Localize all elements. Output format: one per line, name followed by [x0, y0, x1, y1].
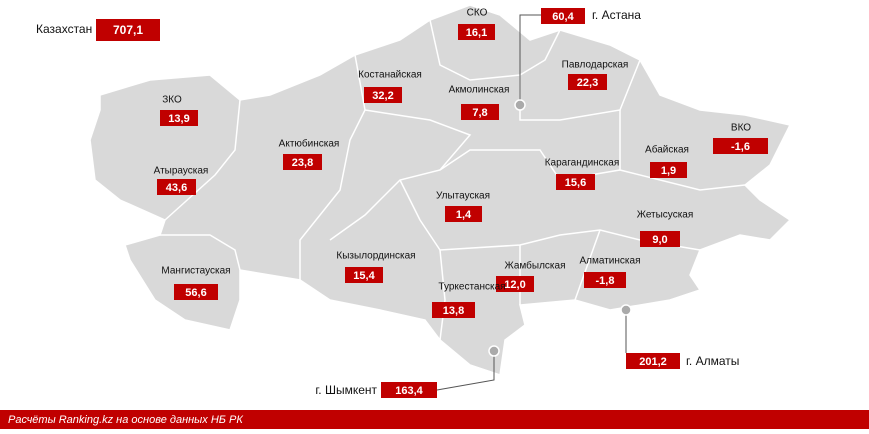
region-name: Алматинская — [580, 256, 641, 267]
city-name: г. Алматы — [686, 354, 739, 368]
value-label: 56,6 — [185, 287, 206, 299]
value-box — [345, 267, 383, 283]
region-name: Жетысуская — [637, 210, 694, 221]
value-box — [556, 174, 595, 190]
value-label: 12,0 — [504, 279, 525, 291]
region-name: Павлодарская — [562, 60, 629, 71]
value-box — [160, 110, 198, 126]
region-name: СКО — [467, 8, 488, 19]
value-box — [157, 179, 196, 195]
region-name: Акмолинская — [449, 85, 510, 96]
region-name: Атырауская — [154, 166, 209, 177]
value-box — [174, 284, 218, 300]
footer-text: Расчёты Ranking.kz на основе данных НБ Р… — [8, 414, 243, 426]
value-box — [496, 276, 534, 292]
value-label: 16,1 — [466, 27, 487, 39]
value-box — [364, 87, 402, 103]
value-label: 707,1 — [113, 23, 143, 37]
value-box — [568, 74, 607, 90]
value-box — [283, 154, 322, 170]
value-box — [584, 272, 626, 288]
value-label: 22,3 — [577, 77, 598, 89]
footer-bar — [0, 410, 869, 429]
region-name: Костанайская — [358, 70, 422, 81]
leader-line — [436, 351, 495, 391]
value-label: 13,8 — [443, 305, 464, 317]
value-label: 163,4 — [395, 385, 423, 397]
region-name: Кызылординская — [336, 251, 415, 262]
total-name: Казахстан — [36, 22, 92, 36]
value-label: 1,9 — [661, 165, 676, 177]
value-label: 1,4 — [456, 209, 472, 221]
value-box — [541, 8, 585, 24]
region-name: Карагандинская — [545, 158, 620, 169]
value-box — [458, 24, 495, 40]
value-label: 43,6 — [166, 182, 187, 194]
value-box — [650, 162, 687, 178]
value-box — [640, 231, 680, 247]
value-box — [626, 353, 680, 369]
city-name: г. Астана — [592, 8, 641, 22]
region-name: Туркестанская — [438, 282, 505, 293]
value-box — [713, 138, 768, 154]
region-name: ВКО — [731, 123, 751, 134]
region-name: Мангистауская — [161, 266, 230, 277]
value-label: 201,2 — [639, 356, 667, 368]
value-label: 32,2 — [372, 90, 393, 102]
value-box — [381, 382, 437, 398]
region-name: Улытауская — [436, 191, 490, 202]
region-name: Абайская — [645, 144, 689, 156]
value-label: 23,8 — [292, 157, 313, 169]
value-label: -1,8 — [596, 275, 615, 287]
region-borders — [160, 19, 746, 341]
value-label: 7,8 — [472, 107, 487, 119]
value-box — [96, 19, 160, 41]
value-box — [445, 206, 482, 222]
leader-line — [519, 14, 541, 105]
value-label: 13,9 — [168, 113, 189, 125]
value-box — [432, 302, 475, 318]
city-dot — [514, 99, 526, 111]
region-name: ЗКО — [162, 95, 182, 106]
value-label: 60,4 — [552, 11, 574, 23]
region-name: Актюбинская — [279, 138, 340, 150]
value-label: -1,6 — [731, 141, 750, 153]
region-name: Жамбылская — [505, 260, 566, 272]
city-dot — [488, 345, 500, 357]
value-label: 15,4 — [353, 270, 375, 282]
value-label: 9,0 — [652, 234, 667, 246]
value-box — [461, 104, 499, 120]
city-name: г. Шымкент — [315, 383, 377, 397]
value-label: 15,6 — [565, 177, 586, 189]
city-dot — [620, 304, 632, 316]
